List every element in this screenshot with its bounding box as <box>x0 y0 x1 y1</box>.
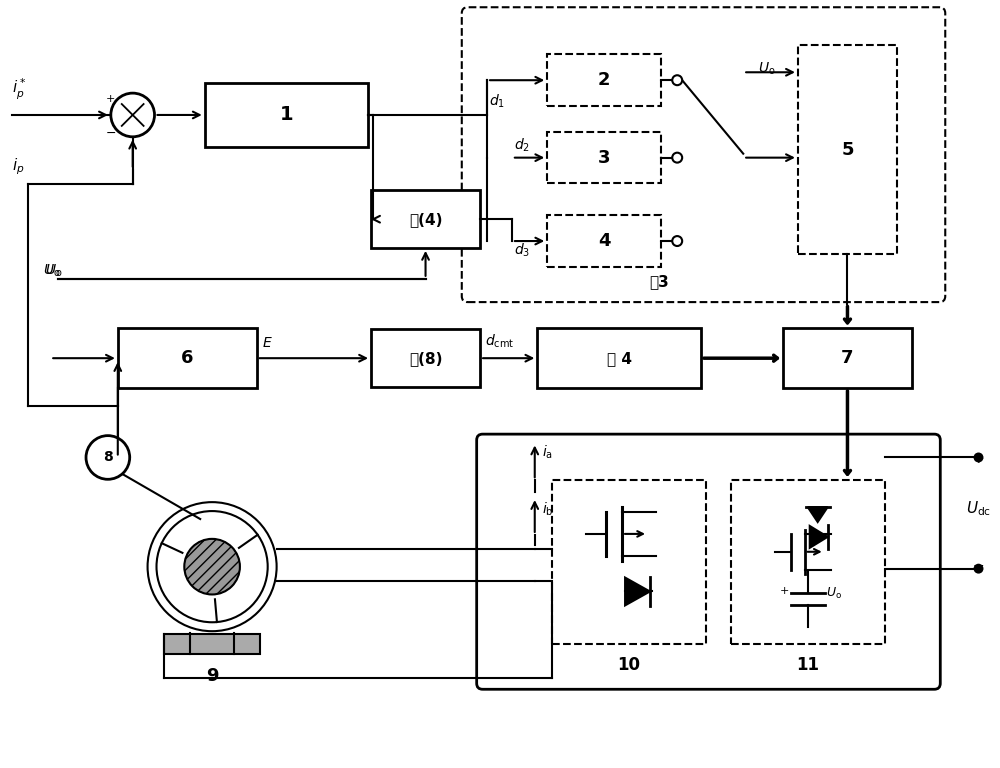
Text: $i_\mathrm{a}$: $i_\mathrm{a}$ <box>542 444 553 462</box>
Text: 3: 3 <box>598 149 610 167</box>
FancyBboxPatch shape <box>477 434 940 689</box>
Polygon shape <box>625 578 650 605</box>
Text: $E$: $E$ <box>262 336 272 350</box>
Bar <box>547 132 661 184</box>
Text: $i_\mathrm{b}$: $i_\mathrm{b}$ <box>542 501 553 518</box>
Text: $-$: $-$ <box>972 558 985 571</box>
Text: $i_p$: $i_p$ <box>12 156 24 177</box>
Text: $U_\mathrm{o}$: $U_\mathrm{o}$ <box>826 586 842 601</box>
Text: +: + <box>780 587 790 597</box>
Text: $d_3$: $d_3$ <box>514 241 530 259</box>
Bar <box>731 480 885 644</box>
Text: 1: 1 <box>280 105 293 124</box>
Text: $i_p^*$: $i_p^*$ <box>12 77 26 102</box>
Text: $U_\mathrm{dc}$: $U_\mathrm{dc}$ <box>966 500 991 518</box>
Polygon shape <box>810 526 828 548</box>
Circle shape <box>184 539 240 594</box>
Text: 9: 9 <box>206 667 218 685</box>
Bar <box>118 329 257 388</box>
Text: 11: 11 <box>796 656 819 674</box>
Text: 表 4: 表 4 <box>607 351 632 366</box>
Circle shape <box>672 236 682 246</box>
Text: $d_1$: $d_1$ <box>489 93 505 110</box>
Text: 式(4): 式(4) <box>409 212 442 227</box>
Text: 4: 4 <box>598 232 610 250</box>
Bar <box>552 480 706 644</box>
Text: 式(8): 式(8) <box>409 351 442 366</box>
Text: 5: 5 <box>841 141 854 159</box>
Text: $U_\mathrm{o}$: $U_\mathrm{o}$ <box>758 60 776 77</box>
Text: $d_\mathrm{cmt}$: $d_\mathrm{cmt}$ <box>485 333 514 350</box>
Bar <box>371 329 480 387</box>
Bar <box>547 55 661 106</box>
Polygon shape <box>808 507 828 522</box>
Text: 10: 10 <box>618 656 641 674</box>
Circle shape <box>148 502 277 631</box>
Circle shape <box>974 452 983 462</box>
Text: 8: 8 <box>103 451 113 465</box>
Bar <box>547 215 661 266</box>
Bar <box>798 45 897 254</box>
Circle shape <box>157 511 268 622</box>
Circle shape <box>974 564 983 574</box>
Text: $U_\mathrm{o}$: $U_\mathrm{o}$ <box>45 263 63 279</box>
Text: +: + <box>106 94 116 104</box>
Bar <box>164 634 260 654</box>
Text: $U_\mathrm{o}$: $U_\mathrm{o}$ <box>43 263 61 279</box>
Text: $d_2$: $d_2$ <box>514 136 530 154</box>
FancyBboxPatch shape <box>462 7 945 302</box>
Text: 6: 6 <box>181 349 194 367</box>
Circle shape <box>86 435 130 479</box>
Circle shape <box>111 93 155 137</box>
Bar <box>783 329 912 388</box>
Text: 2: 2 <box>598 71 610 89</box>
Text: $-$: $-$ <box>105 126 116 139</box>
Bar <box>371 190 480 248</box>
Text: 7: 7 <box>841 349 854 367</box>
Bar <box>537 329 701 388</box>
Text: +: + <box>973 452 984 466</box>
Bar <box>205 83 368 147</box>
Circle shape <box>672 75 682 85</box>
Text: 表3: 表3 <box>649 274 669 290</box>
Circle shape <box>672 153 682 163</box>
